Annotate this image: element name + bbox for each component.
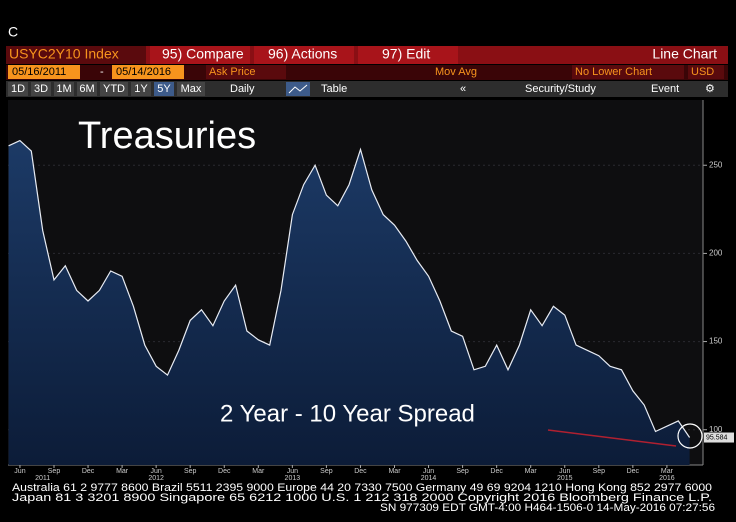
x-year-label: 2013 [285, 475, 301, 482]
date-dash: - [100, 66, 104, 78]
period-button[interactable] [54, 82, 74, 96]
start-date[interactable]: 05/16/2011 [12, 66, 66, 78]
settings-gear[interactable]: ⚙ [705, 83, 715, 95]
period-button[interactable] [177, 82, 205, 96]
menu-item[interactable]: 96) Actions [268, 46, 337, 62]
last-value-box [704, 432, 734, 443]
x-tick-label: Dec [82, 468, 95, 475]
x-tick-label: Mar [116, 468, 129, 475]
period-label[interactable]: 3D [34, 83, 48, 95]
currency-select[interactable] [688, 65, 724, 79]
x-tick-label: Mar [252, 468, 265, 475]
x-year-label: 2015 [557, 475, 573, 482]
x-tick-label: Sep [184, 468, 197, 475]
menu-button[interactable] [150, 46, 250, 64]
lower-select[interactable] [572, 65, 684, 79]
x-tick-label: Mar [525, 468, 538, 475]
x-tick-label: Sep [48, 468, 61, 475]
area [8, 140, 690, 465]
x-tick-label: Jun [559, 468, 570, 475]
x-tick-label: Sep [320, 468, 333, 475]
y-tick-label: 100 [709, 425, 723, 434]
ticker[interactable]: USYC2Y10 Index [9, 46, 119, 62]
period-label[interactable]: 1Y [134, 83, 148, 95]
period-button[interactable] [131, 82, 151, 96]
price-field[interactable]: Ask Price [209, 66, 255, 78]
menu-item[interactable]: 97) Edit [382, 46, 430, 62]
chart-icon-glyph [288, 84, 308, 94]
annotation-title: Treasuries [78, 115, 256, 157]
x-year-label: 2016 [659, 475, 675, 482]
y-tick-label: 200 [709, 249, 723, 258]
nav-back[interactable]: « [460, 83, 466, 95]
menu-item[interactable]: 95) Compare [162, 46, 244, 62]
annotation-subtitle: 2 Year - 10 Year Spread [220, 400, 475, 427]
annotation-arrow [547, 429, 677, 447]
date-field[interactable] [8, 65, 80, 79]
period-button[interactable] [31, 82, 51, 96]
period-label[interactable]: 1M [56, 83, 71, 95]
period-button[interactable] [8, 82, 28, 96]
annotation-circle [677, 423, 703, 449]
table-button[interactable]: Table [321, 83, 347, 95]
x-tick-label: Mar [388, 468, 401, 475]
x-year-label: 2012 [148, 475, 164, 482]
x-tick-label: Jun [14, 468, 25, 475]
ticker-field[interactable] [6, 46, 146, 64]
event-button[interactable]: Event [651, 83, 679, 95]
x-tick-label: Jun [151, 468, 162, 475]
line [8, 139, 691, 438]
date-field[interactable] [112, 65, 184, 79]
end-date[interactable]: 05/14/2016 [116, 66, 171, 78]
period-button[interactable] [77, 82, 97, 96]
period-label[interactable]: 1D [11, 83, 25, 95]
corner-label: C [8, 24, 18, 40]
security-study[interactable]: Security/Study [525, 83, 596, 95]
lower-chart[interactable]: No Lower Chart [575, 66, 652, 78]
menu-button[interactable] [254, 46, 354, 64]
currency[interactable]: USD [691, 66, 714, 78]
x-tick-label: Dec [490, 468, 503, 475]
x-year-label: 2014 [421, 475, 437, 482]
period-label[interactable]: 5Y [157, 83, 171, 95]
x-tick-label: Mar [661, 468, 674, 475]
footer-line: Australia 61 2 9777 8600 Brazil 5511 239… [12, 482, 712, 494]
last-value-label: 95.584 [706, 434, 728, 441]
footer-line: SN 977309 EDT GMT-4:00 H464-1506-0 14-Ma… [380, 502, 715, 514]
x-tick-label: Dec [354, 468, 367, 475]
x-tick-label: Jun [423, 468, 434, 475]
view-name: Line Chart [652, 46, 717, 62]
x-year-label: 2011 [35, 475, 50, 482]
x-tick-label: Dec [627, 468, 640, 475]
x-tick-label: Sep [593, 468, 606, 475]
y-tick-label: 150 [709, 337, 723, 346]
period-button[interactable] [100, 82, 128, 96]
period-label[interactable]: Max [181, 83, 202, 95]
footer-line: Japan 81 3 3201 8900 Singapore 65 6212 1… [12, 492, 712, 504]
period-button[interactable] [154, 82, 174, 96]
frequency[interactable]: Daily [230, 83, 255, 95]
menu-button[interactable] [358, 46, 458, 64]
x-tick-label: Jun [287, 468, 298, 475]
period-label[interactable]: YTD [103, 83, 125, 95]
y-tick-label: 250 [709, 160, 723, 169]
x-tick-label: Dec [218, 468, 231, 475]
field-select[interactable] [206, 65, 286, 79]
settings-row [6, 65, 728, 80]
period-label[interactable]: 6M [79, 83, 94, 95]
study[interactable]: Mov Avg [435, 66, 477, 78]
x-tick-label: Sep [456, 468, 469, 475]
